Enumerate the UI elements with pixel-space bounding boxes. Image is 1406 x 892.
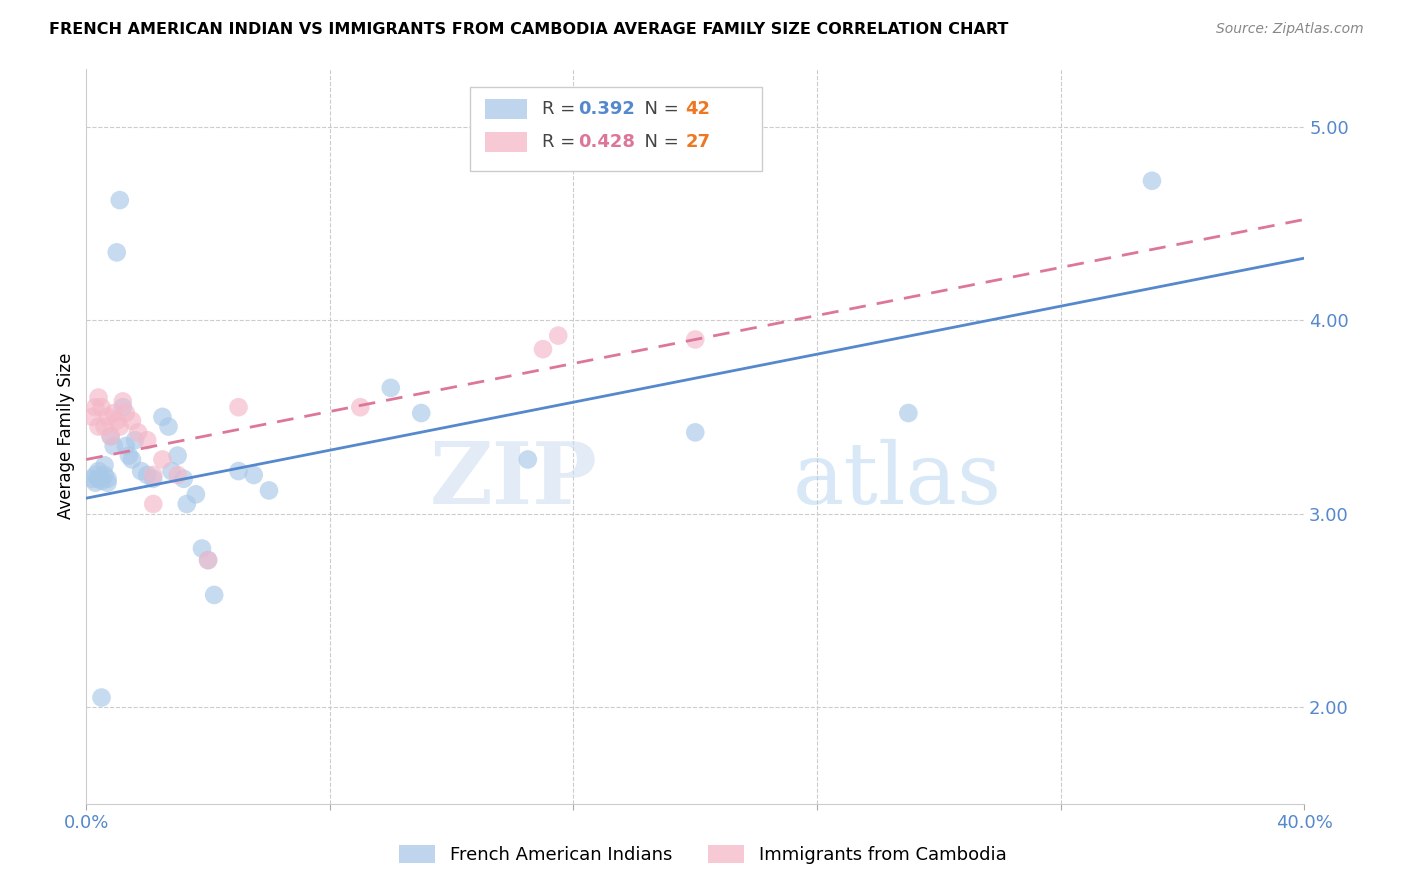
- Point: [516, 452, 538, 467]
- Point: [115, 439, 138, 453]
- Point: [127, 425, 149, 440]
- Point: [197, 553, 219, 567]
- Text: Source: ZipAtlas.com: Source: ZipAtlas.com: [1216, 22, 1364, 37]
- Point: [380, 381, 402, 395]
- FancyBboxPatch shape: [485, 132, 527, 153]
- Point: [100, 429, 122, 443]
- Text: 0.428: 0.428: [578, 133, 636, 151]
- Point: [111, 394, 134, 409]
- Point: [111, 401, 134, 415]
- Point: [257, 483, 280, 498]
- Point: [349, 401, 371, 415]
- Point: [157, 419, 180, 434]
- FancyBboxPatch shape: [485, 99, 527, 120]
- Point: [82, 409, 104, 424]
- Text: R =: R =: [541, 133, 581, 151]
- Point: [897, 406, 920, 420]
- Point: [93, 458, 115, 473]
- Point: [103, 439, 125, 453]
- Point: [160, 464, 183, 478]
- Point: [152, 452, 174, 467]
- Point: [84, 475, 107, 490]
- Point: [90, 401, 112, 415]
- Point: [142, 472, 165, 486]
- Point: [93, 419, 115, 434]
- Point: [184, 487, 207, 501]
- Point: [166, 449, 188, 463]
- Point: [105, 414, 128, 428]
- Point: [103, 406, 125, 420]
- Legend: French American Indians, Immigrants from Cambodia: French American Indians, Immigrants from…: [385, 830, 1021, 879]
- Point: [242, 467, 264, 482]
- Point: [531, 342, 554, 356]
- Text: 27: 27: [686, 133, 710, 151]
- Point: [115, 406, 138, 420]
- Point: [84, 401, 107, 415]
- Point: [1140, 174, 1163, 188]
- Point: [136, 433, 159, 447]
- Point: [87, 472, 110, 486]
- Y-axis label: Average Family Size: Average Family Size: [58, 353, 75, 519]
- Point: [87, 391, 110, 405]
- Point: [97, 472, 120, 486]
- Point: [547, 328, 569, 343]
- Point: [105, 245, 128, 260]
- Point: [90, 474, 112, 488]
- Point: [129, 464, 152, 478]
- Point: [82, 472, 104, 486]
- Point: [166, 467, 188, 482]
- Text: 0.392: 0.392: [578, 100, 636, 118]
- Point: [124, 433, 146, 447]
- Point: [191, 541, 214, 556]
- Point: [136, 467, 159, 482]
- Text: R =: R =: [541, 100, 581, 118]
- Point: [118, 449, 141, 463]
- Text: FRENCH AMERICAN INDIAN VS IMMIGRANTS FROM CAMBODIA AVERAGE FAMILY SIZE CORRELATI: FRENCH AMERICAN INDIAN VS IMMIGRANTS FRO…: [49, 22, 1008, 37]
- Text: 42: 42: [686, 100, 710, 118]
- Point: [97, 409, 120, 424]
- Point: [228, 464, 250, 478]
- Point: [197, 553, 219, 567]
- Text: atlas: atlas: [793, 439, 1002, 522]
- Point: [97, 475, 120, 490]
- Point: [176, 497, 198, 511]
- Text: ZIP: ZIP: [430, 438, 598, 523]
- Point: [152, 409, 174, 424]
- Point: [173, 472, 195, 486]
- FancyBboxPatch shape: [470, 87, 762, 171]
- Text: N =: N =: [633, 100, 685, 118]
- Point: [228, 401, 250, 415]
- Point: [87, 419, 110, 434]
- Point: [108, 419, 131, 434]
- Point: [121, 452, 143, 467]
- Point: [142, 467, 165, 482]
- Point: [121, 414, 143, 428]
- Point: [93, 467, 115, 482]
- Point: [202, 588, 225, 602]
- Point: [486, 143, 509, 157]
- Point: [87, 464, 110, 478]
- Point: [108, 193, 131, 207]
- Point: [84, 467, 107, 482]
- Point: [90, 690, 112, 705]
- Point: [100, 429, 122, 443]
- Point: [142, 497, 165, 511]
- Point: [683, 333, 706, 347]
- Point: [411, 406, 433, 420]
- Point: [683, 425, 706, 440]
- Text: N =: N =: [633, 133, 685, 151]
